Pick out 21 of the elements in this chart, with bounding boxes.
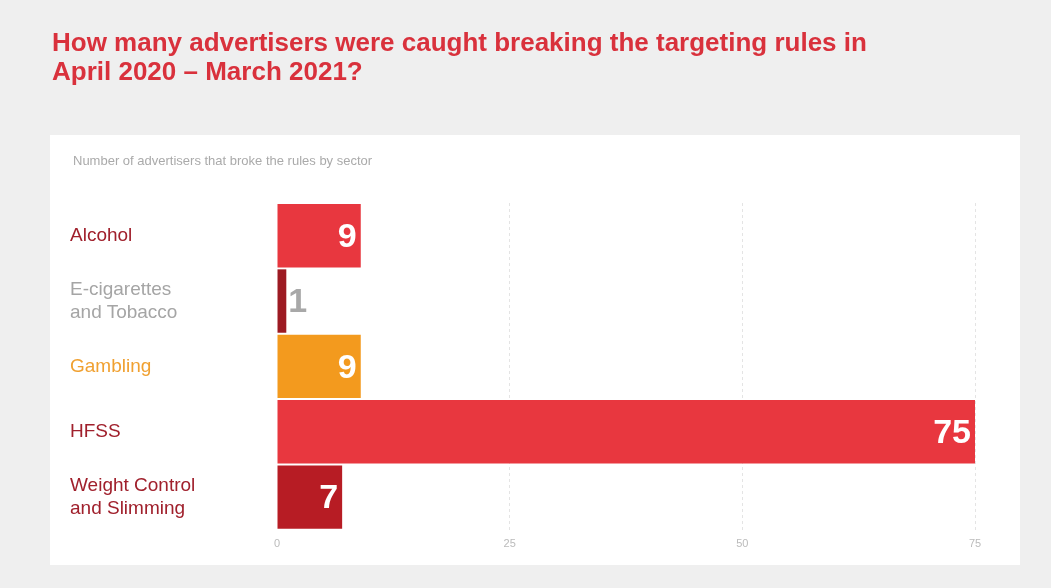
chart-title: How many advertisers were caught breaking the targeting rules in April 2020 – March 2021? — [52, 27, 868, 86]
data-label: 75 — [933, 412, 971, 451]
y-tick-label: Weight Control and Slimming — [70, 473, 196, 518]
y-tick-label: HFSS — [70, 419, 121, 441]
y-tick-label: Alcohol — [70, 223, 133, 245]
data-label: 1 — [288, 281, 308, 320]
data-label: 7 — [319, 477, 339, 516]
x-tick-label: 0 — [273, 537, 281, 550]
data-label: 9 — [337, 216, 357, 255]
x-tick-label: 50 — [736, 537, 749, 550]
bar — [277, 203, 361, 268]
bar — [277, 400, 975, 464]
bar — [277, 269, 287, 333]
x-tick-label: 25 — [503, 537, 516, 550]
data-label: 9 — [337, 346, 357, 385]
chart-subtitle: Number of advertisers that broke the rules by sector — [73, 153, 373, 168]
bar — [277, 334, 361, 399]
x-tick-label: 75 — [968, 537, 982, 550]
y-tick-label: Gambling — [70, 354, 152, 376]
bar — [277, 465, 343, 529]
y-tick-label: E-cigarettes and Tobacco — [70, 277, 178, 322]
